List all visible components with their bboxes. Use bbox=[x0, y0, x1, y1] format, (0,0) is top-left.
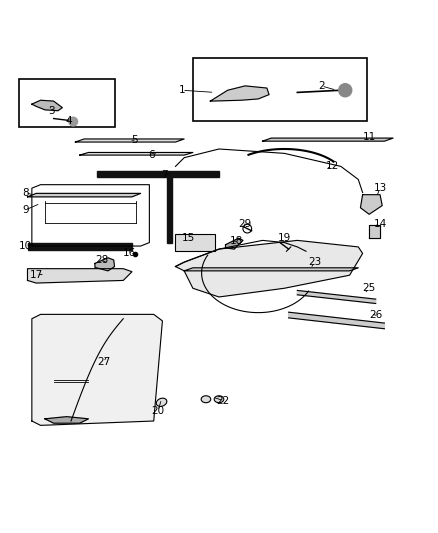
Text: 1: 1 bbox=[179, 85, 185, 95]
Polygon shape bbox=[167, 177, 172, 243]
Polygon shape bbox=[289, 312, 385, 329]
Text: 7: 7 bbox=[161, 170, 168, 180]
Bar bbox=[193, 58, 367, 120]
Text: 6: 6 bbox=[148, 150, 155, 160]
Polygon shape bbox=[297, 290, 376, 303]
Ellipse shape bbox=[201, 396, 211, 403]
Polygon shape bbox=[210, 86, 269, 101]
Text: 23: 23 bbox=[308, 257, 321, 267]
Text: 12: 12 bbox=[325, 161, 339, 172]
Text: 26: 26 bbox=[369, 310, 382, 320]
Text: 17: 17 bbox=[30, 270, 43, 280]
Text: 25: 25 bbox=[363, 283, 376, 293]
Bar bbox=[176, 234, 215, 251]
Polygon shape bbox=[28, 243, 132, 246]
Circle shape bbox=[339, 84, 352, 97]
Text: 9: 9 bbox=[22, 205, 28, 215]
Ellipse shape bbox=[156, 398, 167, 407]
Text: 15: 15 bbox=[182, 233, 195, 243]
Polygon shape bbox=[95, 258, 115, 271]
Ellipse shape bbox=[214, 396, 224, 403]
Text: 14: 14 bbox=[374, 219, 387, 229]
Polygon shape bbox=[28, 193, 141, 197]
Polygon shape bbox=[32, 314, 162, 425]
Text: 3: 3 bbox=[48, 106, 55, 116]
Text: 19: 19 bbox=[278, 233, 291, 243]
Bar bbox=[19, 79, 115, 127]
Text: 27: 27 bbox=[97, 357, 110, 367]
Text: 5: 5 bbox=[131, 135, 138, 146]
Text: 16: 16 bbox=[123, 248, 136, 259]
Polygon shape bbox=[184, 268, 358, 271]
Polygon shape bbox=[32, 100, 62, 111]
Polygon shape bbox=[75, 139, 184, 142]
Text: 13: 13 bbox=[374, 183, 387, 193]
Text: 11: 11 bbox=[363, 132, 376, 142]
Polygon shape bbox=[369, 225, 380, 238]
Polygon shape bbox=[226, 238, 243, 249]
Circle shape bbox=[69, 117, 78, 126]
Polygon shape bbox=[360, 195, 382, 214]
Polygon shape bbox=[28, 269, 132, 283]
Polygon shape bbox=[262, 138, 393, 141]
Text: 4: 4 bbox=[66, 116, 72, 126]
Polygon shape bbox=[80, 152, 193, 155]
Text: 2: 2 bbox=[318, 81, 325, 91]
Text: 22: 22 bbox=[217, 395, 230, 406]
Text: 28: 28 bbox=[95, 255, 108, 265]
Polygon shape bbox=[45, 417, 88, 423]
Text: 20: 20 bbox=[152, 406, 165, 416]
Text: 10: 10 bbox=[19, 240, 32, 251]
Text: 18: 18 bbox=[230, 236, 243, 246]
Polygon shape bbox=[97, 171, 219, 177]
Text: 29: 29 bbox=[238, 219, 252, 229]
Text: 8: 8 bbox=[22, 188, 28, 198]
Polygon shape bbox=[176, 240, 363, 297]
Polygon shape bbox=[28, 247, 132, 250]
